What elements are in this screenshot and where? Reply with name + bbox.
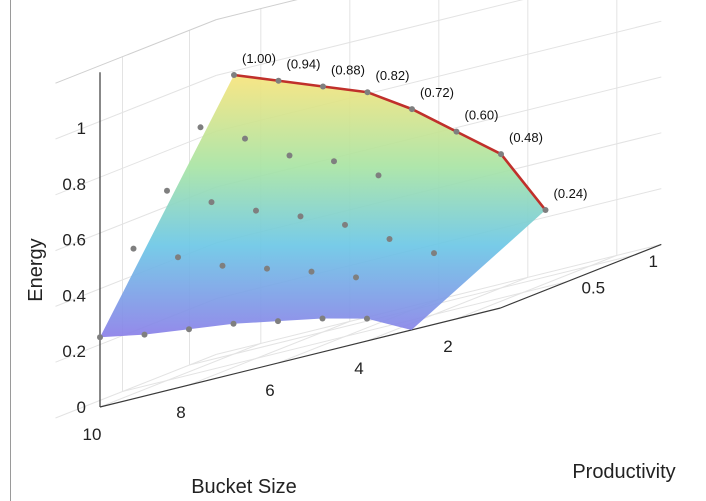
frontier-value-label: (0.60) <box>465 108 499 123</box>
z-tick-label: 0.8 <box>62 175 86 194</box>
frontier-polyline <box>233 73 547 211</box>
frontier-line <box>231 72 549 214</box>
x-tick-label: 10 <box>83 425 102 444</box>
data-point <box>175 254 181 261</box>
data-point <box>297 213 304 220</box>
data-point <box>386 236 393 243</box>
y-axis-line <box>500 243 662 309</box>
data-point <box>197 124 204 131</box>
left-window-edge <box>10 0 11 501</box>
data-point <box>308 268 315 275</box>
box-edge <box>216 0 298 21</box>
frontier-value-label: (1.00) <box>242 51 276 66</box>
frontier-point <box>320 83 326 90</box>
energy-surface <box>100 75 546 338</box>
frontier-point <box>453 128 460 135</box>
data-point <box>97 334 103 341</box>
z-axis-label: Energy <box>25 238 47 301</box>
z-tick-label: 0 <box>77 398 86 417</box>
frontier-value-label: (0.82) <box>376 68 410 83</box>
x-tick-label: 8 <box>176 403 185 422</box>
data-point <box>253 207 259 214</box>
x-axis-label: Bucket Size <box>191 476 297 498</box>
annotations: (1.00) (0.94) (0.88) (0.82) (0.72) (0.60) (0.4… <box>242 51 587 201</box>
z-tick-label: 1 <box>77 119 86 138</box>
y-tick-label: 1 <box>649 252 658 271</box>
x-axis-line <box>99 307 501 408</box>
frontier-value-label: (0.72) <box>420 85 454 100</box>
data-point <box>353 274 359 281</box>
z-tick-label: 0.6 <box>62 231 86 250</box>
frontier-point <box>498 151 504 158</box>
frontier-value-label: (0.88) <box>331 62 365 77</box>
frontier-value-label: (0.48) <box>509 130 543 145</box>
y-tick-label: 0.5 <box>582 279 606 298</box>
data-point <box>319 315 326 322</box>
frontier-point <box>542 207 549 214</box>
frontier-point <box>409 106 415 113</box>
frontier-value-label: (0.94) <box>287 57 321 72</box>
data-point <box>286 152 293 159</box>
data-point <box>164 187 170 194</box>
data-point <box>230 320 237 327</box>
frontier-point <box>364 89 371 96</box>
surface-patch <box>100 75 546 338</box>
data-point <box>431 250 437 257</box>
gridline <box>122 281 568 392</box>
y-axis-label: Productivity <box>572 461 675 483</box>
data-point <box>141 331 148 338</box>
data-points <box>97 124 437 341</box>
z-tick-label: 0.4 <box>62 286 86 305</box>
data-point <box>342 221 348 228</box>
x-tick-label: 6 <box>265 381 274 400</box>
box-edge <box>55 19 217 84</box>
frontier-value-label: (0.24) <box>554 186 588 201</box>
data-point <box>186 326 192 333</box>
x-tick-label: 2 <box>443 337 452 356</box>
data-point <box>242 135 248 142</box>
data-point <box>208 199 215 206</box>
z-tick-label: 0.2 <box>62 342 86 361</box>
x-tick-label: 4 <box>354 359 363 378</box>
data-point <box>219 262 226 269</box>
frontier-point <box>275 77 282 84</box>
data-point <box>375 172 382 179</box>
tick-labels: 0 0.2 0.4 0.6 0.8 1 10 8 6 4 2 0.5 1 <box>62 119 658 444</box>
data-point <box>364 315 370 322</box>
data-point <box>275 318 281 325</box>
data-point <box>130 245 137 252</box>
data-point <box>331 158 337 165</box>
data-point <box>264 265 270 272</box>
frontier-point <box>231 72 237 78</box>
